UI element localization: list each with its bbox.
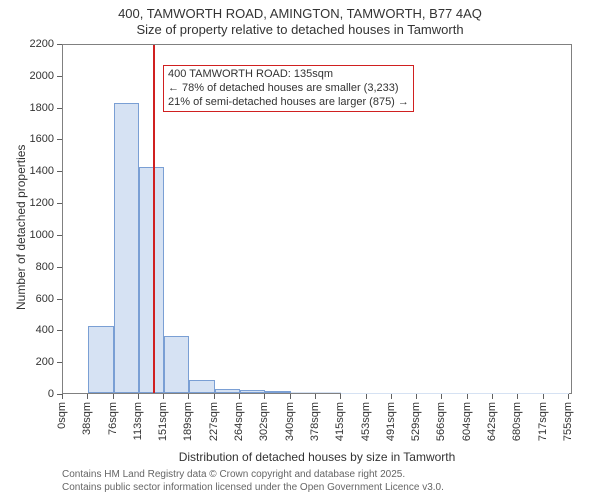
histogram-bar: [215, 389, 240, 393]
y-tick-label: 1600: [0, 133, 54, 145]
x-tick-mark: [264, 394, 265, 399]
chart-container: 400, TAMWORTH ROAD, AMINGTON, TAMWORTH, …: [0, 0, 600, 500]
x-tick-mark: [416, 394, 417, 399]
x-tick-label: 491sqm: [385, 402, 397, 441]
histogram-bar: [139, 167, 164, 393]
x-axis-label: Distribution of detached houses by size …: [62, 450, 572, 464]
x-tick-label: 76sqm: [107, 402, 119, 435]
y-tick-label: 400: [0, 324, 54, 336]
x-tick-mark: [467, 394, 468, 399]
y-tick-label: 0: [0, 388, 54, 400]
histogram-bar: [240, 390, 265, 393]
x-tick-label: 38sqm: [81, 402, 93, 435]
x-tick-mark: [517, 394, 518, 399]
legal-line-2: Contains public sector information licen…: [62, 481, 444, 494]
histogram-bar: [88, 326, 113, 393]
x-tick-mark: [492, 394, 493, 399]
x-tick-label: 680sqm: [511, 402, 523, 441]
x-tick-label: 529sqm: [410, 402, 422, 441]
legal-line-1: Contains HM Land Registry data © Crown c…: [62, 468, 444, 481]
x-tick-mark: [543, 394, 544, 399]
x-tick-label: 642sqm: [486, 402, 498, 441]
x-tick-mark: [62, 394, 63, 399]
x-tick-label: 566sqm: [435, 402, 447, 441]
x-tick-label: 415sqm: [334, 402, 346, 441]
x-tick-mark: [315, 394, 316, 399]
title-line-1: 400, TAMWORTH ROAD, AMINGTON, TAMWORTH, …: [0, 6, 600, 22]
y-tick-label: 200: [0, 356, 54, 368]
histogram-bar: [265, 391, 290, 393]
x-tick-mark: [441, 394, 442, 399]
x-tick-mark: [113, 394, 114, 399]
annotation-line-1: 400 TAMWORTH ROAD: 135sqm: [168, 68, 409, 82]
y-tick-label: 800: [0, 261, 54, 273]
x-tick-label: 604sqm: [461, 402, 473, 441]
histogram-bar: [114, 103, 139, 393]
y-tick-label: 1200: [0, 197, 54, 209]
y-tick-label: 1400: [0, 165, 54, 177]
title-line-2: Size of property relative to detached ho…: [0, 22, 600, 38]
annotation-line-2: ← 78% of detached houses are smaller (3,…: [168, 82, 409, 96]
x-tick-mark: [87, 394, 88, 399]
x-tick-mark: [340, 394, 341, 399]
x-tick-label: 264sqm: [233, 402, 245, 441]
x-tick-mark: [239, 394, 240, 399]
annotation-line-3: 21% of semi-detached houses are larger (…: [168, 96, 409, 110]
x-tick-label: 378sqm: [309, 402, 321, 441]
legal-disclaimer: Contains HM Land Registry data © Crown c…: [62, 468, 444, 494]
y-tick-label: 1800: [0, 102, 54, 114]
x-tick-mark: [214, 394, 215, 399]
y-tick-label: 2000: [0, 70, 54, 82]
x-tick-label: 717sqm: [537, 402, 549, 441]
x-tick-label: 302sqm: [258, 402, 270, 441]
x-tick-mark: [138, 394, 139, 399]
x-tick-label: 113sqm: [132, 402, 144, 440]
x-tick-mark: [163, 394, 164, 399]
histogram-bar: [189, 380, 214, 393]
histogram-bar: [316, 392, 341, 393]
x-tick-label: 453sqm: [360, 402, 372, 441]
histogram-bar: [164, 336, 189, 393]
x-tick-label: 755sqm: [562, 402, 574, 441]
x-tick-label: 151sqm: [157, 402, 169, 441]
annotation-box: 400 TAMWORTH ROAD: 135sqm ← 78% of detac…: [163, 65, 414, 112]
y-tick-label: 2200: [0, 38, 54, 50]
x-tick-label: 189sqm: [182, 402, 194, 441]
property-marker-line: [153, 45, 155, 393]
plot-area: 400 TAMWORTH ROAD: 135sqm ← 78% of detac…: [62, 44, 572, 394]
x-tick-label: 340sqm: [284, 402, 296, 441]
x-tick-mark: [391, 394, 392, 399]
y-tick-label: 1000: [0, 229, 54, 241]
x-tick-mark: [188, 394, 189, 399]
x-tick-label: 227sqm: [208, 402, 220, 441]
x-tick-mark: [290, 394, 291, 399]
x-tick-mark: [568, 394, 569, 399]
chart-title: 400, TAMWORTH ROAD, AMINGTON, TAMWORTH, …: [0, 0, 600, 37]
x-tick-label: 0sqm: [56, 402, 68, 429]
x-tick-mark: [366, 394, 367, 399]
y-tick-label: 600: [0, 293, 54, 305]
histogram-bar: [291, 392, 316, 393]
